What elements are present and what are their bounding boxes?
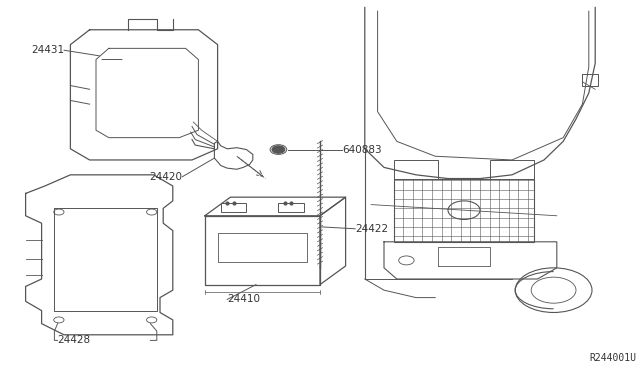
Text: 640883: 640883 — [342, 145, 382, 154]
Text: 24420: 24420 — [149, 172, 182, 182]
Circle shape — [272, 146, 285, 153]
Bar — [394, 160, 438, 179]
Text: 24422: 24422 — [355, 224, 388, 234]
Bar — [221, 203, 246, 212]
Bar — [278, 203, 304, 212]
Text: 24431: 24431 — [31, 45, 64, 55]
Bar — [394, 179, 534, 242]
Bar — [218, 232, 307, 262]
Text: R244001U: R244001U — [590, 353, 637, 363]
Text: 24410: 24410 — [227, 295, 260, 304]
Text: 24428: 24428 — [57, 336, 90, 345]
Bar — [490, 160, 534, 179]
